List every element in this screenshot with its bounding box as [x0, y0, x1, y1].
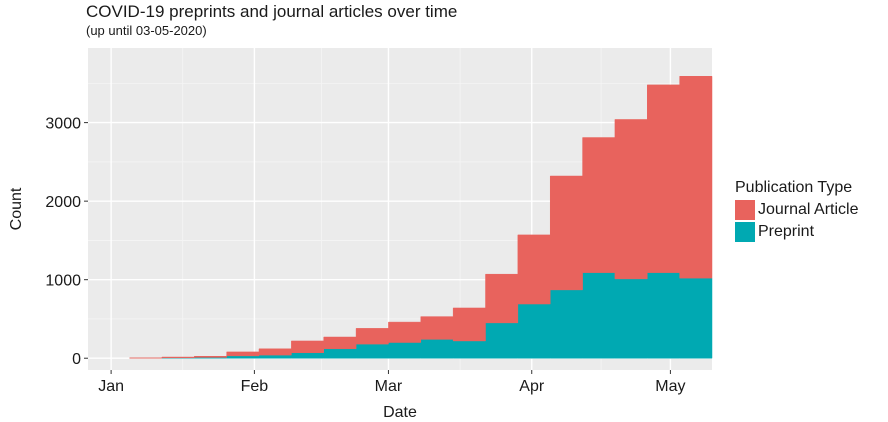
- legend-label-journal-article: Journal Article: [758, 201, 859, 218]
- chart-subtitle: (up until 03-05-2020): [86, 23, 207, 38]
- x-tick-label: Mar: [375, 378, 403, 395]
- y-axis: 0 1000 2000 3000: [45, 116, 88, 368]
- y-tick-label: 3000: [45, 116, 81, 133]
- stacked-areas: [129, 76, 713, 359]
- legend-label-preprint: Preprint: [758, 223, 815, 240]
- x-axis: Jan Feb Mar Apr May: [98, 370, 686, 395]
- legend-key-journal-article: [735, 200, 755, 220]
- legend-key-preprint: [735, 222, 755, 242]
- y-tick-label: 1000: [45, 273, 81, 290]
- legend-item-journal-article: Journal Article: [735, 199, 859, 221]
- area-journal-article: [129, 76, 713, 359]
- x-axis-title: Date: [383, 404, 417, 421]
- x-tick-label: Jan: [98, 378, 124, 395]
- legend-title: Publication Type: [735, 179, 853, 196]
- x-tick-label: Feb: [241, 378, 269, 395]
- x-tick-label: Apr: [519, 378, 545, 395]
- y-tick-label: 0: [72, 351, 81, 368]
- y-tick-label: 2000: [45, 194, 81, 211]
- y-axis-title: Count: [8, 187, 25, 230]
- legend-item-preprint: Preprint: [735, 221, 859, 243]
- chart-title: COVID-19 preprints and journal articles …: [86, 2, 458, 21]
- legend: Publication Type Journal Article Preprin…: [735, 179, 859, 243]
- x-tick-label: May: [655, 378, 685, 395]
